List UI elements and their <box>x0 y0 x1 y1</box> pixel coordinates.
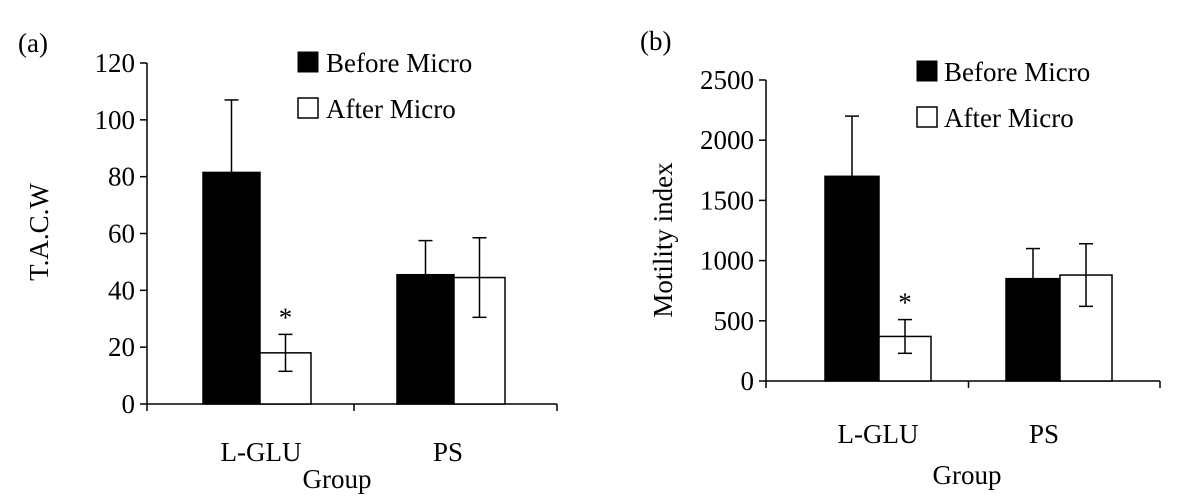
y-axis-label-a: T.A.C.W <box>24 183 54 281</box>
y-axis-label-b: Motility index <box>648 162 678 318</box>
y-tick-label-b-3: 1500 <box>700 185 754 215</box>
y-tick-label-b-1: 500 <box>714 306 755 336</box>
bar-b-1-0 <box>1005 277 1061 382</box>
x-tick-label-a-1: PS <box>433 437 463 467</box>
panel-label-a: (a) <box>18 28 48 58</box>
x-tick-label-a-0: L-GLU <box>221 437 302 467</box>
x-tick-label-b-0: L-GLU <box>838 419 919 449</box>
legend-swatch-after-a <box>297 97 319 119</box>
bar-b-0-1 <box>878 335 932 382</box>
x-axis-label-b: Group <box>933 460 1002 490</box>
y-tick-label-a-1: 20 <box>108 332 135 362</box>
bar-b-0-0 <box>824 175 880 382</box>
y-tick-label-b-4: 2000 <box>700 125 754 155</box>
y-tick-label-a-3: 60 <box>108 219 135 249</box>
y-tick-label-b-5: 2500 <box>700 65 754 95</box>
bar-a-0-0 <box>202 171 261 405</box>
legend-swatch-before-b <box>916 60 938 82</box>
y-tick-label-a-4: 80 <box>108 162 135 192</box>
legend-label-before-a: Before Micro <box>326 48 472 78</box>
x-axis-label-a: Group <box>303 464 372 494</box>
y-tick-label-a-2: 40 <box>108 275 135 305</box>
significance-marker-b-0: * <box>898 288 912 318</box>
legend-label-after-a: After Micro <box>326 94 456 124</box>
significance-marker-a-0: * <box>279 302 293 332</box>
y-tick-label-a-5: 100 <box>95 105 136 135</box>
legend-label-after-b: After Micro <box>944 103 1074 133</box>
legend-label-before-b: Before Micro <box>944 57 1090 87</box>
legend-swatch-before-a <box>297 51 319 73</box>
chart-panel-b: (b) Motility index Group Before Micro Af… <box>640 26 1161 490</box>
y-tick-label-b-2: 1000 <box>700 246 754 276</box>
panel-label-b: (b) <box>640 26 671 56</box>
legend-swatch-after-b <box>916 106 938 128</box>
plot-area-a: 0 20 40 60 80 100 120 L-GLU PS * <box>95 48 558 467</box>
chart-panel-a: (a) T.A.C.W Group Before Micro After Mic… <box>18 28 558 494</box>
y-tick-label-a-0: 0 <box>122 389 136 419</box>
y-tick-label-b-0: 0 <box>741 366 755 396</box>
y-tick-label-a-6: 120 <box>95 48 136 78</box>
bar-a-1-0 <box>396 273 455 405</box>
x-tick-label-b-1: PS <box>1029 419 1059 449</box>
plot-area-b: 0 500 1000 1500 2000 2500 L-GLU PS * <box>700 65 1161 449</box>
